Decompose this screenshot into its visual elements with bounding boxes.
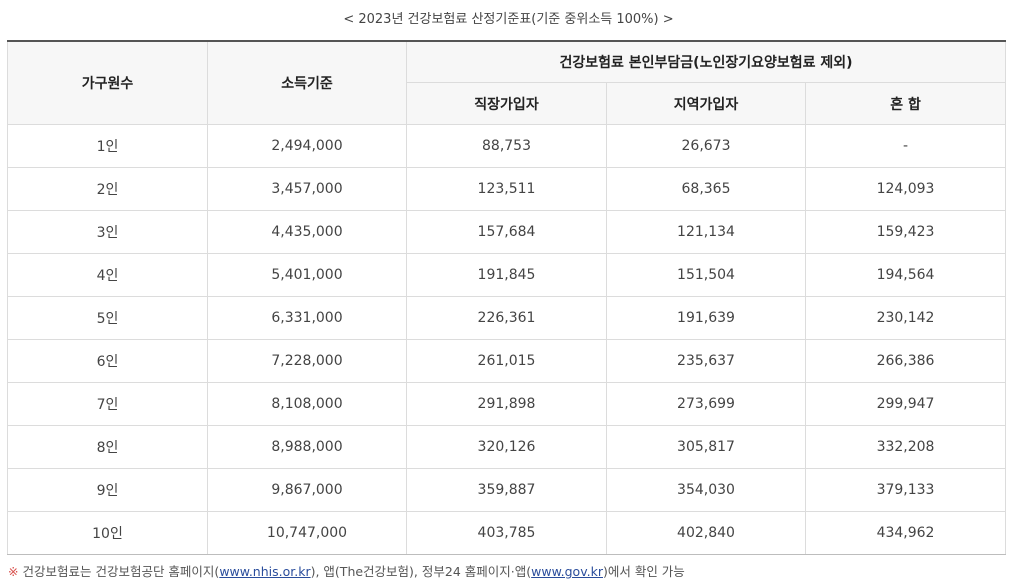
table-row: 6인 7,228,000 261,015 235,637 266,386 bbox=[7, 339, 1007, 383]
cell-mixed: 266,386 bbox=[804, 339, 1007, 383]
cell-regional: 121,134 bbox=[606, 210, 806, 254]
cell-regional: 305,817 bbox=[606, 425, 806, 469]
table-row: 9인 9,867,000 359,887 354,030 379,133 bbox=[7, 468, 1007, 512]
note-mark-icon: ※ bbox=[8, 564, 19, 579]
cell-household: 1인 bbox=[7, 124, 208, 168]
header-household: 가구원수 bbox=[7, 40, 208, 125]
cell-income: 3,457,000 bbox=[207, 167, 407, 211]
cell-employee: 88,753 bbox=[406, 124, 607, 168]
table-row: 10인 10,747,000 403,785 402,840 434,962 bbox=[7, 511, 1007, 555]
header-income: 소득기준 bbox=[207, 40, 407, 125]
cell-income: 10,747,000 bbox=[207, 511, 407, 555]
table-row: 1인 2,494,000 88,753 26,673- bbox=[7, 124, 1007, 168]
cell-regional: 68,365 bbox=[606, 167, 806, 211]
table-row: 8인 8,988,000 320,126 305,817 332,208 bbox=[7, 425, 1007, 469]
cell-regional: 402,840 bbox=[606, 511, 806, 555]
table-row: 2인 3,457,000 123,511 68,365 124,093 bbox=[7, 167, 1007, 211]
cell-household: 8인 bbox=[7, 425, 208, 469]
cell-employee: 261,015 bbox=[406, 339, 607, 383]
cell-mixed: 159,423 bbox=[804, 210, 1007, 254]
cell-household: 7인 bbox=[7, 382, 208, 426]
cell-regional: 354,030 bbox=[606, 468, 806, 512]
cell-mixed: 299,947 bbox=[804, 382, 1007, 426]
header-row-sub: 직장가입자 지역가입자 혼 합 bbox=[8, 82, 1007, 125]
cell-household: 3인 bbox=[7, 210, 208, 254]
footnote: ※ 건강보험료는 건강보험공단 홈페이지(www.nhis.or.kr), 앱(T… bbox=[8, 562, 685, 582]
nhis-link[interactable]: www.nhis.or.kr bbox=[219, 564, 311, 579]
cell-mixed: 230,142 bbox=[804, 296, 1007, 340]
table-caption: < 2023년 건강보험료 산정기준표(기준 중위소득 100%) > bbox=[343, 12, 674, 27]
table-row: 4인 5,401,000 191,845 151,504 194,564 bbox=[7, 253, 1007, 297]
cell-employee: 291,898 bbox=[406, 382, 607, 426]
cell-income: 8,988,000 bbox=[207, 425, 407, 469]
cell-regional: 151,504 bbox=[606, 253, 806, 297]
cell-income: 6,331,000 bbox=[207, 296, 407, 340]
footnote-text-1: 건강보험료는 건강보험공단 홈페이지( bbox=[22, 564, 220, 579]
cell-regional: 273,699 bbox=[606, 382, 806, 426]
cell-income: 8,108,000 bbox=[207, 382, 407, 426]
cell-income: 4,435,000 bbox=[207, 210, 407, 254]
cell-mixed: 332,208 bbox=[804, 425, 1007, 469]
cell-mixed: 194,564 bbox=[804, 253, 1007, 297]
footnote-text-3: )에서 확인 가능 bbox=[602, 564, 685, 579]
health-insurance-fee-table: 가구원수 소득기준 건강보험료 본인부담금(노인장기요양보험료 제외) 직장가입… bbox=[7, 40, 1007, 555]
cell-employee: 403,785 bbox=[406, 511, 607, 555]
cell-employee: 157,684 bbox=[406, 210, 607, 254]
header-premium-group: 건강보험료 본인부담금(노인장기요양보험료 제외) bbox=[405, 40, 1007, 83]
cell-mixed: 379,133 bbox=[804, 468, 1007, 512]
header-regional: 지역가입자 bbox=[606, 82, 806, 125]
cell-household: 5인 bbox=[7, 296, 208, 340]
cell-regional: 26,673 bbox=[606, 124, 806, 168]
header-employee: 직장가입자 bbox=[406, 82, 607, 125]
cell-employee: 191,845 bbox=[406, 253, 607, 297]
cell-mixed: 434,962 bbox=[804, 511, 1007, 555]
cell-household: 6인 bbox=[7, 339, 208, 383]
cell-employee: 320,126 bbox=[406, 425, 607, 469]
cell-household: 4인 bbox=[7, 253, 208, 297]
cell-income: 2,494,000 bbox=[207, 124, 407, 168]
cell-employee: 226,361 bbox=[406, 296, 607, 340]
table-header: 가구원수 소득기준 건강보험료 본인부담금(노인장기요양보험료 제외) 직장가입… bbox=[7, 40, 1007, 125]
cell-household: 2인 bbox=[7, 167, 208, 211]
cell-mixed: - bbox=[804, 124, 1007, 168]
table-row: 7인 8,108,000 291,898 273,699 299,947 bbox=[7, 382, 1007, 426]
gov-link[interactable]: www.gov.kr bbox=[531, 564, 603, 579]
cell-household: 9인 bbox=[7, 468, 208, 512]
cell-employee: 359,887 bbox=[406, 468, 607, 512]
header-mixed: 혼 합 bbox=[804, 82, 1007, 125]
table-row: 5인 6,331,000 226,361 191,639 230,142 bbox=[7, 296, 1007, 340]
cell-regional: 235,637 bbox=[606, 339, 806, 383]
cell-income: 5,401,000 bbox=[207, 253, 407, 297]
table-row: 3인 4,435,000 157,684 121,134 159,423 bbox=[7, 210, 1007, 254]
cell-household: 10인 bbox=[7, 511, 208, 555]
header-row-top: 가구원수 소득기준 건강보험료 본인부담금(노인장기요양보험료 제외) bbox=[7, 40, 1007, 125]
cell-employee: 123,511 bbox=[406, 167, 607, 211]
table-body: 1인 2,494,000 88,753 26,673-2인 3,457,000 123,5… bbox=[7, 124, 1007, 555]
cell-income: 7,228,000 bbox=[207, 339, 407, 383]
cell-regional: 191,639 bbox=[606, 296, 806, 340]
cell-mixed: 124,093 bbox=[804, 167, 1007, 211]
cell-income: 9,867,000 bbox=[207, 468, 407, 512]
footnote-text-2: ), 앱(The건강보험), 정부24 홈페이지·앱( bbox=[310, 564, 532, 579]
